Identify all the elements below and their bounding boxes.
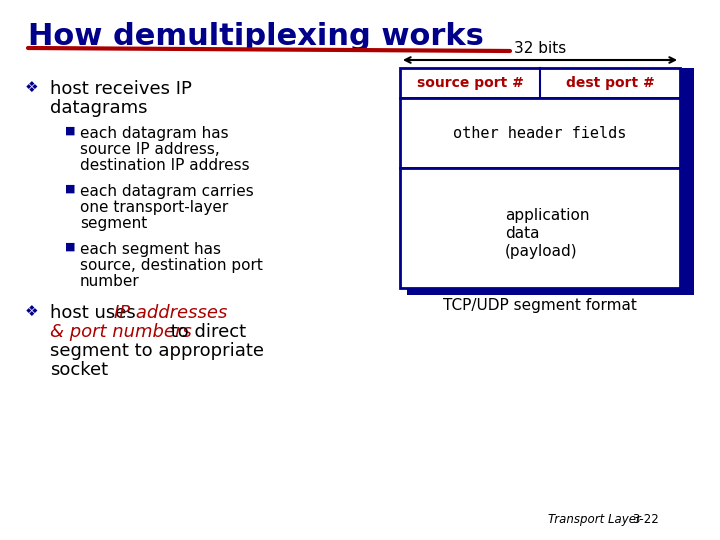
- Text: & port numbers: & port numbers: [50, 323, 192, 341]
- Text: TCP/UDP segment format: TCP/UDP segment format: [443, 298, 637, 313]
- Text: IP addresses: IP addresses: [114, 304, 228, 322]
- Text: ■: ■: [65, 126, 76, 136]
- Text: to direct: to direct: [165, 323, 246, 341]
- Text: Transport Layer: Transport Layer: [548, 513, 641, 526]
- Text: dest port #: dest port #: [566, 76, 654, 90]
- Text: socket: socket: [50, 361, 108, 379]
- Text: host receives IP: host receives IP: [50, 80, 192, 98]
- Text: How demultiplexing works: How demultiplexing works: [28, 22, 484, 51]
- Text: segment to appropriate: segment to appropriate: [50, 342, 264, 360]
- Text: ■: ■: [65, 184, 76, 194]
- Text: ■: ■: [65, 242, 76, 252]
- Text: segment: segment: [80, 216, 148, 231]
- Text: source IP address,: source IP address,: [80, 142, 220, 157]
- Text: number: number: [80, 274, 140, 289]
- Bar: [400, 168, 680, 288]
- Text: ❖: ❖: [25, 80, 39, 95]
- Bar: [400, 68, 680, 98]
- Text: each datagram has: each datagram has: [80, 126, 229, 141]
- Text: one transport-layer: one transport-layer: [80, 200, 228, 215]
- Text: application: application: [505, 208, 590, 223]
- Bar: [400, 98, 680, 168]
- Bar: [407, 68, 694, 295]
- Text: each segment has: each segment has: [80, 242, 221, 257]
- Text: ❖: ❖: [25, 304, 39, 319]
- Text: data: data: [505, 226, 539, 241]
- Text: destination IP address: destination IP address: [80, 158, 250, 173]
- Text: source port #: source port #: [417, 76, 523, 90]
- Text: other header fields: other header fields: [454, 125, 626, 140]
- Text: source, destination port: source, destination port: [80, 258, 263, 273]
- Text: host uses: host uses: [50, 304, 142, 322]
- Text: datagrams: datagrams: [50, 99, 148, 117]
- Text: 32 bits: 32 bits: [514, 41, 566, 56]
- Text: (payload): (payload): [505, 244, 577, 259]
- Text: 3-22: 3-22: [632, 513, 659, 526]
- Text: each datagram carries: each datagram carries: [80, 184, 253, 199]
